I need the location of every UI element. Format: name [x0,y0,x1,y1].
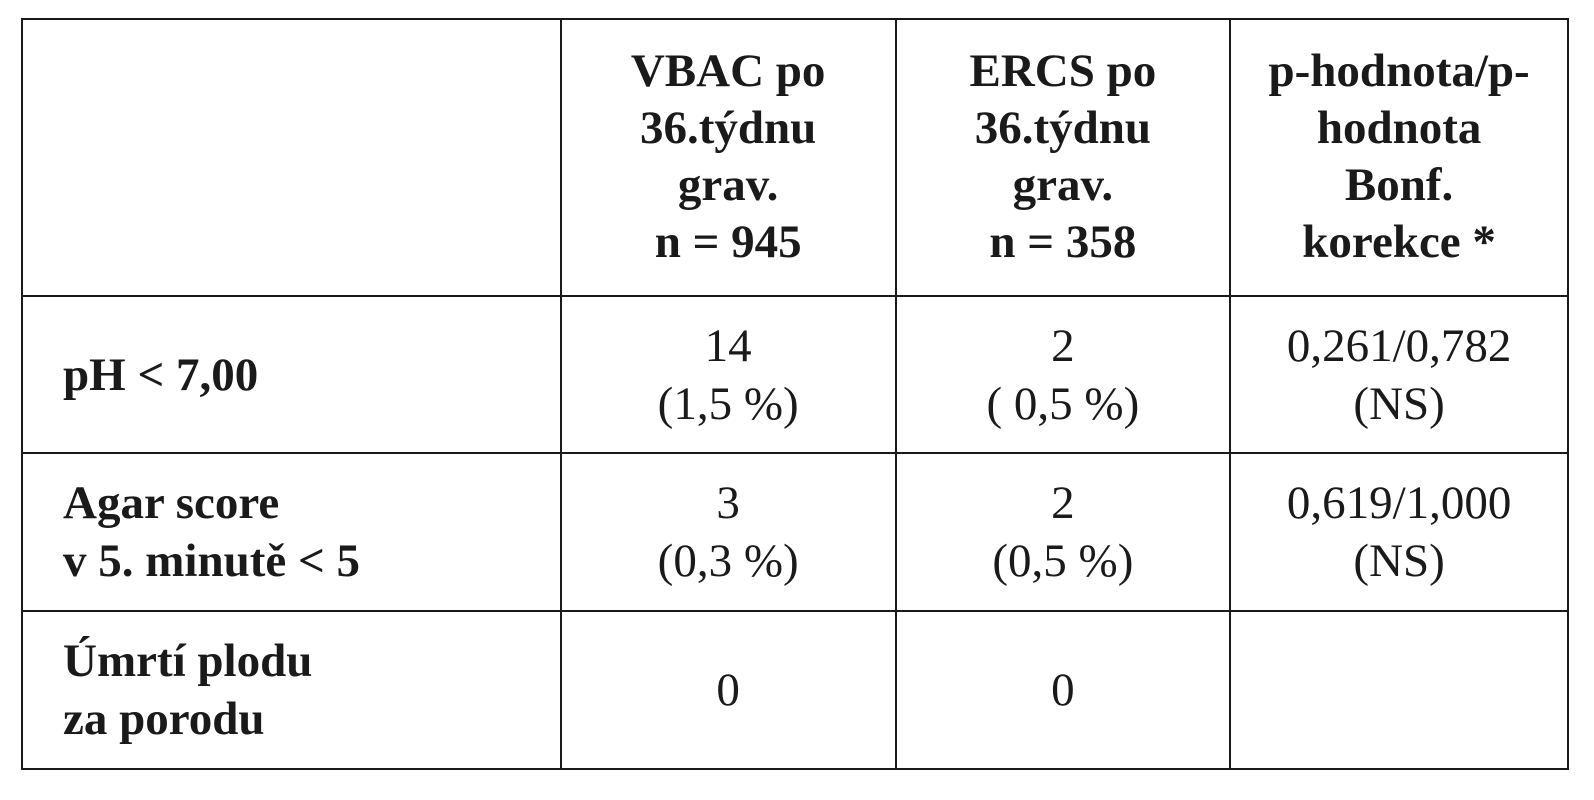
header-pvalue-line: hodnota [1316,102,1482,155]
row-label-apgar: Agar score v 5. minutě < 5 [23,452,562,612]
header-vbac-line: n = 945 [654,216,802,269]
cell-ercs-apgar: 2 (0,5 %) [894,452,1232,612]
header-ercs-line: ERCS po [969,45,1157,98]
header-pvalue-line: korekce * [1302,216,1496,269]
header-vbac-line: grav. [677,159,779,212]
cell-count: 0 [1051,663,1075,716]
header-pvalue-line: p-hodnota/p- [1268,45,1530,98]
cell-count: 2 [1051,319,1075,372]
cell-pvalue-ph: 0,261/0,782 (NS) [1229,294,1567,455]
header-vbac-line: VBAC po [630,45,826,98]
row-label-fetal-death: Úmrtí plodu za porodu [23,609,562,768]
row-label-line: Agar score [63,476,280,529]
header-vbac: VBAC po 36.týdnu grav. n = 945 [559,20,897,297]
row-label-line: Úmrtí plodu [63,634,313,687]
cell-count: 14 [704,319,752,372]
header-ercs: ERCS po 36.týdnu grav. n = 358 [894,20,1232,297]
cell-vbac-apgar: 3 (0,3 %) [559,452,897,612]
cell-percent: (0,3 %) [657,534,799,587]
cell-ercs-fetal-death: 0 [894,609,1232,768]
header-ercs-line: grav. [1012,159,1114,212]
cell-count: 0 [716,663,740,716]
row-label-line: pH < 7,00 [63,348,259,401]
cell-significance: (NS) [1353,534,1445,587]
cell-ercs-ph: 2 ( 0,5 %) [894,294,1232,455]
header-empty-cell [23,20,562,297]
cell-percent: ( 0,5 %) [986,377,1140,430]
cell-percent: (1,5 %) [657,377,799,430]
cell-vbac-fetal-death: 0 [559,609,897,768]
row-label-line: v 5. minutě < 5 [63,534,361,587]
table-row: Agar score v 5. minutě < 5 3 (0,3 %) 2 (… [23,452,1567,612]
cell-pvalue-fetal-death [1229,609,1567,768]
header-pvalue: p-hodnota/p- hodnota Bonf. korekce * [1229,20,1567,297]
table-row: Úmrtí plodu za porodu 0 0 [23,609,1567,768]
outcomes-table: VBAC po 36.týdnu grav. n = 945 ERCS po 3… [23,20,1567,768]
cell-count: 3 [716,476,740,529]
row-label-line: za porodu [63,692,265,745]
header-vbac-line: 36.týdnu [639,102,817,155]
row-label-ph: pH < 7,00 [23,294,562,455]
table-row: pH < 7,00 14 (1,5 %) 2 ( 0,5 %) 0,261/0,… [23,294,1567,455]
cell-significance: (NS) [1353,377,1445,430]
cell-vbac-ph: 14 (1,5 %) [559,294,897,455]
cell-pvalue: 0,619/1,000 [1286,476,1512,529]
cell-pvalue-apgar: 0,619/1,000 (NS) [1229,452,1567,612]
table-header-row: VBAC po 36.týdnu grav. n = 945 ERCS po 3… [23,20,1567,297]
cell-percent: (0,5 %) [992,534,1134,587]
header-ercs-line: 36.týdnu [974,102,1152,155]
cell-pvalue: 0,261/0,782 [1286,319,1512,372]
header-ercs-line: n = 358 [989,216,1137,269]
outcomes-table-container: VBAC po 36.týdnu grav. n = 945 ERCS po 3… [21,18,1569,770]
cell-count: 2 [1051,476,1075,529]
header-pvalue-line: Bonf. [1344,159,1454,212]
